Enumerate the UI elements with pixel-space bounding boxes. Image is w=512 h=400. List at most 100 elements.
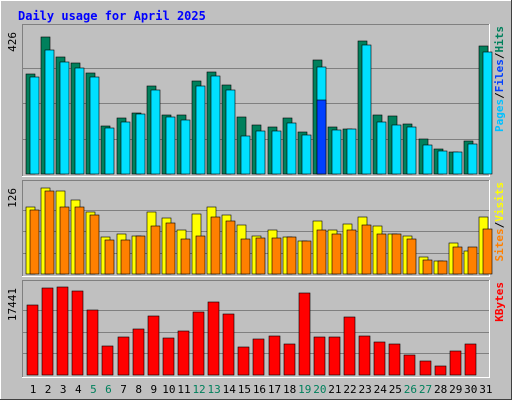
bar-sites-day-3	[59, 206, 70, 275]
bar-files-day-4	[74, 67, 85, 175]
bar-kbytes-day-7	[117, 336, 130, 376]
bar-kbytes-day-25	[388, 343, 401, 376]
day-label-28: 28	[434, 383, 447, 396]
day-label-30: 30	[464, 383, 477, 396]
bar-kbytes-day-27	[419, 360, 432, 376]
bar-kbytes-day-28	[434, 365, 447, 376]
legend-bottom-item-0: KBytes	[493, 282, 506, 322]
bar-files-day-27	[422, 144, 433, 175]
day-label-20: 20	[313, 383, 326, 396]
bar-kbytes-day-14	[222, 313, 235, 376]
panel-middle-legend: Sites/Visits	[493, 182, 506, 262]
bar-sites-day-28	[437, 260, 448, 275]
bar-files-day-11	[180, 119, 191, 175]
legend-top-item-0: Pages	[493, 99, 506, 132]
bar-sites-day-6	[104, 239, 115, 275]
bar-sites-day-10	[165, 222, 176, 275]
bar-kbytes-day-11	[177, 330, 190, 376]
panel-bottom: 17441 KBytes	[6, 280, 506, 378]
bar-kbytes-day-20	[313, 336, 326, 376]
bar-kbytes-day-4	[71, 290, 84, 376]
day-label-13: 13	[208, 383, 221, 396]
bar-files-day-9	[150, 89, 161, 175]
bar-files-day-7	[120, 121, 131, 175]
bar-pages-day-20	[316, 99, 327, 175]
day-label-2: 2	[45, 383, 52, 396]
bar-kbytes-day-21	[328, 336, 341, 376]
bar-sites-day-23	[361, 224, 372, 275]
bar-kbytes-day-10	[162, 337, 175, 376]
bar-sites-day-27	[422, 259, 433, 275]
bar-sites-day-4	[74, 206, 85, 275]
bar-sites-day-24	[376, 233, 387, 275]
bar-kbytes-day-12	[192, 311, 205, 376]
bar-sites-day-30	[467, 246, 478, 275]
bar-sites-day-19	[301, 240, 312, 275]
bar-sites-day-25	[391, 233, 402, 275]
panel-bottom-legend: KBytes	[493, 282, 506, 322]
day-label-25: 25	[389, 383, 402, 396]
bar-kbytes-day-8	[132, 328, 145, 376]
bar-files-day-18	[286, 122, 297, 175]
day-label-16: 16	[253, 383, 266, 396]
bar-sites-day-5	[89, 214, 100, 275]
legend-middle-item-2: Visits	[493, 182, 506, 222]
bar-files-day-21	[331, 129, 342, 175]
bar-files-day-8	[135, 113, 146, 175]
bar-kbytes-day-15	[237, 346, 250, 376]
chart-title: Daily usage for April 2025	[18, 9, 206, 23]
bar-sites-day-26	[406, 238, 417, 275]
bar-files-day-5	[89, 76, 100, 175]
bar-kbytes-day-23	[358, 335, 371, 376]
bar-files-day-10	[165, 116, 176, 175]
bar-kbytes-day-16	[252, 338, 265, 376]
bar-kbytes-day-26	[403, 354, 416, 376]
bar-kbytes-day-5	[86, 309, 99, 376]
bar-kbytes-day-13	[207, 301, 220, 376]
bar-kbytes-day-30	[464, 343, 477, 376]
day-label-14: 14	[223, 383, 237, 396]
legend-top-item-4: Hits	[493, 26, 506, 53]
bar-files-day-15	[240, 135, 251, 175]
bar-kbytes-day-24	[373, 341, 386, 376]
bar-sites-day-31	[482, 228, 493, 275]
bar-sites-day-9	[150, 225, 161, 275]
bar-sites-day-14	[225, 220, 236, 275]
bar-files-day-23	[361, 44, 372, 175]
bar-kbytes-day-1	[26, 304, 39, 376]
bar-files-day-25	[391, 124, 402, 175]
day-label-17: 17	[268, 383, 281, 396]
bar-kbytes-day-18	[283, 343, 296, 376]
day-label-22: 22	[343, 383, 356, 396]
day-label-10: 10	[162, 383, 175, 396]
day-label-18: 18	[283, 383, 296, 396]
bar-sites-day-17	[271, 237, 282, 275]
bar-files-day-22	[346, 128, 357, 175]
bar-sites-day-21	[331, 233, 342, 275]
legend-middle-item-1: /	[493, 221, 506, 228]
bar-sites-day-2	[44, 190, 55, 275]
bar-files-day-24	[376, 121, 387, 175]
day-label-6: 6	[105, 383, 112, 396]
day-label-8: 8	[135, 383, 142, 396]
bar-files-day-17	[271, 130, 282, 175]
bar-sites-day-16	[255, 237, 266, 275]
bar-files-day-31	[482, 51, 493, 175]
bar-files-day-29	[452, 151, 463, 175]
day-label-29: 29	[449, 383, 462, 396]
bar-files-day-19	[301, 134, 312, 175]
bar-files-day-6	[104, 127, 115, 175]
day-label-15: 15	[238, 383, 251, 396]
legend-top-item-2: Files	[493, 59, 506, 92]
bar-kbytes-day-9	[147, 315, 160, 376]
bar-files-day-1	[29, 76, 40, 175]
day-label-31: 31	[479, 383, 492, 396]
bar-sites-day-22	[346, 229, 357, 275]
day-label-19: 19	[298, 383, 311, 396]
bar-files-day-28	[437, 150, 448, 175]
legend-middle-item-0: Sites	[493, 228, 506, 261]
